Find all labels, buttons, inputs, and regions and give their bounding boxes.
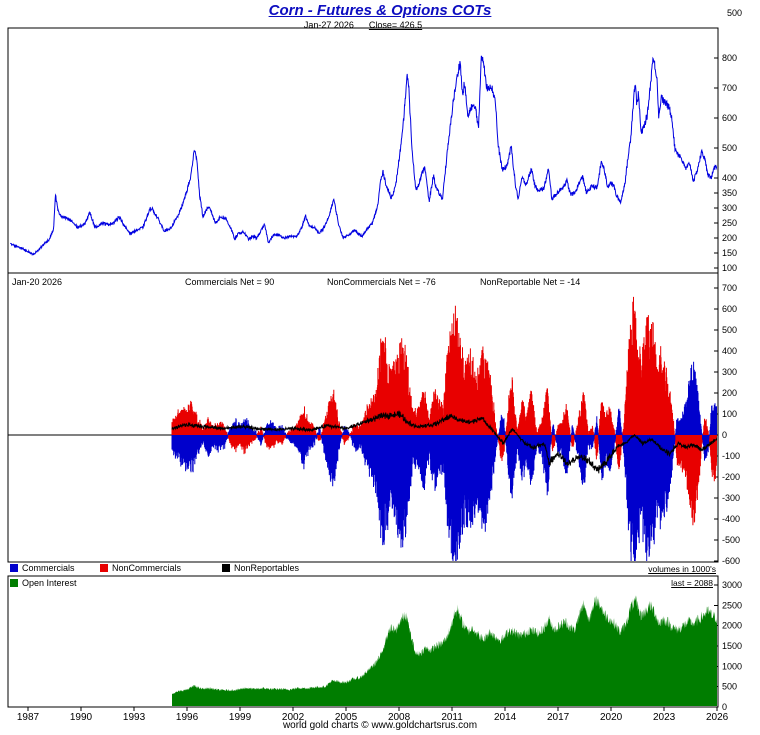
svg-text:1993: 1993: [123, 712, 146, 723]
svg-text:0: 0: [722, 430, 727, 440]
svg-text:500: 500: [722, 143, 737, 153]
svg-text:2000: 2000: [722, 621, 742, 631]
commercials-bars: [171, 361, 717, 561]
oi-legend-label: Open Interest: [22, 578, 77, 588]
legend-item-nonreportables: NonReportables: [222, 563, 299, 574]
top-right-label: 500: [727, 8, 743, 18]
svg-text:200: 200: [722, 233, 737, 243]
svg-text:400: 400: [722, 346, 737, 356]
svg-text:3000: 3000: [722, 580, 742, 590]
svg-text:2500: 2500: [722, 600, 742, 610]
price-annotation: Jan-27 2026 Close= 426.5: [0, 20, 726, 31]
svg-text:2026: 2026: [706, 712, 729, 723]
svg-text:1990: 1990: [70, 712, 93, 723]
open-interest-swatch-icon: [10, 579, 18, 587]
svg-text:800: 800: [722, 53, 737, 63]
price-line: [9, 55, 717, 257]
chart-title: Corn - Futures & Options COTs: [268, 2, 492, 19]
legend-label-nonreportables: NonReportables: [234, 563, 300, 573]
cot-nonreportable-net: NonReportable Net = -14: [480, 277, 581, 287]
svg-text:250: 250: [722, 218, 737, 228]
svg-text:600: 600: [722, 304, 737, 314]
svg-text:300: 300: [722, 203, 737, 213]
svg-text:2005: 2005: [335, 712, 358, 723]
svg-text:100: 100: [722, 263, 737, 273]
svg-text:600: 600: [722, 113, 737, 123]
legend-item-commercials: Commercials: [10, 563, 75, 574]
svg-text:100: 100: [722, 409, 737, 419]
price-annotation-close: Close= 426.5: [368, 20, 423, 30]
nonreportables-swatch-icon: [222, 564, 230, 572]
svg-text:500: 500: [722, 682, 737, 692]
svg-text:2011: 2011: [441, 712, 463, 723]
svg-text:700: 700: [722, 83, 737, 93]
cot-date: Jan-20 2026: [12, 277, 63, 287]
legend-label-commercials: Commercials: [22, 563, 75, 573]
noncommercials-swatch-icon: [100, 564, 108, 572]
svg-text:1000: 1000: [722, 661, 742, 671]
svg-text:400: 400: [722, 173, 737, 183]
svg-text:2020: 2020: [600, 712, 623, 723]
cot-noncommercials-net: NonCommercials Net = -76: [327, 277, 436, 287]
open-interest-area: [172, 595, 717, 706]
svg-text:0: 0: [722, 702, 727, 712]
svg-text:700: 700: [722, 283, 737, 293]
commercials-swatch-icon: [10, 564, 18, 572]
footer: world gold charts © www.goldchartsrus.co…: [282, 720, 478, 731]
svg-text:2002: 2002: [282, 712, 305, 723]
oi-last-label: last = 2088: [671, 578, 713, 588]
svg-text:2023: 2023: [653, 712, 676, 723]
svg-text:-500: -500: [722, 535, 740, 545]
svg-text:-200: -200: [722, 472, 740, 482]
legend-item-noncommercials: NonCommercials: [100, 563, 181, 574]
svg-text:1996: 1996: [176, 712, 199, 723]
svg-text:200: 200: [722, 388, 737, 398]
svg-text:-300: -300: [722, 493, 740, 503]
svg-text:150: 150: [722, 248, 737, 258]
svg-text:2017: 2017: [547, 712, 570, 723]
svg-text:1987: 1987: [17, 712, 40, 723]
nonreportables-line: [171, 410, 717, 474]
legend-label-noncommercials: NonCommercials: [112, 563, 182, 573]
svg-text:300: 300: [722, 367, 737, 377]
svg-text:2014: 2014: [494, 712, 517, 723]
svg-text:1999: 1999: [229, 712, 252, 723]
svg-text:500: 500: [722, 325, 737, 335]
svg-text:-600: -600: [722, 556, 740, 566]
volumes-note: volumes in 1000's: [648, 564, 716, 574]
svg-text:2008: 2008: [388, 712, 411, 723]
cot-commercials-net: Commercials Net = 90: [185, 277, 275, 287]
svg-text:1500: 1500: [722, 641, 742, 651]
svg-text:-400: -400: [722, 514, 740, 524]
oi-legend: Open Interest: [10, 578, 77, 589]
price-annotation-date: Jan-27 2026: [303, 20, 354, 30]
svg-text:350: 350: [722, 188, 737, 198]
svg-text:-100: -100: [722, 451, 740, 461]
